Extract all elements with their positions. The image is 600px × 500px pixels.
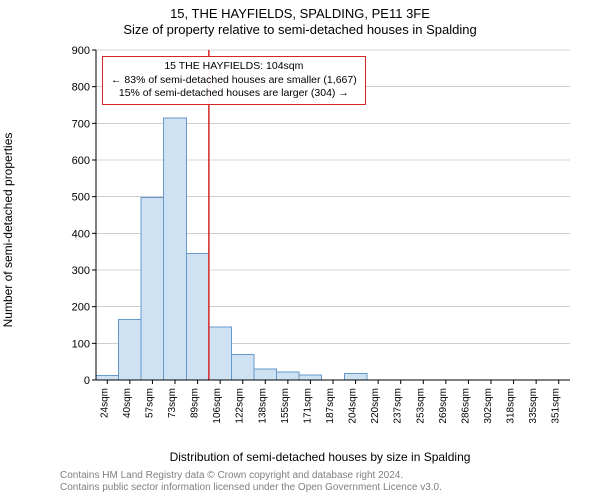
svg-text:351sqm: 351sqm <box>551 388 562 424</box>
histogram-bar <box>299 375 322 380</box>
histogram-bar <box>231 354 254 380</box>
histogram-bar <box>96 376 119 380</box>
callout-box: 15 THE HAYFIELDS: 104sqm ← 83% of semi-d… <box>102 56 366 105</box>
attribution-line-2: Contains public sector information licen… <box>60 482 590 494</box>
svg-text:187sqm: 187sqm <box>325 388 336 424</box>
title-main: 15, THE HAYFIELDS, SPALDING, PE11 3FE <box>0 6 600 22</box>
svg-text:700: 700 <box>72 118 90 130</box>
svg-text:302sqm: 302sqm <box>483 388 494 424</box>
svg-text:800: 800 <box>72 82 90 94</box>
svg-text:269sqm: 269sqm <box>438 388 449 424</box>
svg-text:155sqm: 155sqm <box>280 388 291 424</box>
svg-text:40sqm: 40sqm <box>122 388 133 418</box>
histogram-bar <box>277 372 300 380</box>
svg-text:100: 100 <box>72 338 90 350</box>
svg-text:220sqm: 220sqm <box>370 388 381 424</box>
callout-line-3: 15% of semi-detached houses are larger (… <box>111 87 357 101</box>
svg-text:500: 500 <box>72 192 90 204</box>
svg-text:122sqm: 122sqm <box>235 388 246 424</box>
histogram-bar <box>119 320 142 381</box>
svg-text:900: 900 <box>72 45 90 57</box>
attribution-line-1: Contains HM Land Registry data © Crown c… <box>60 470 590 482</box>
svg-text:138sqm: 138sqm <box>257 388 268 424</box>
svg-text:57sqm: 57sqm <box>144 388 155 418</box>
svg-text:89sqm: 89sqm <box>190 388 201 418</box>
svg-text:106sqm: 106sqm <box>212 388 223 424</box>
svg-text:318sqm: 318sqm <box>506 388 517 424</box>
svg-text:286sqm: 286sqm <box>460 388 471 424</box>
chart-titles: 15, THE HAYFIELDS, SPALDING, PE11 3FE Si… <box>0 0 600 39</box>
svg-text:204sqm: 204sqm <box>348 388 359 424</box>
svg-text:600: 600 <box>72 155 90 167</box>
histogram-bar <box>344 373 367 380</box>
svg-text:73sqm: 73sqm <box>167 388 178 418</box>
svg-text:253sqm: 253sqm <box>415 388 426 424</box>
chart-area: 0 100 200 300 400 500 600 700 800 900 24sqm 40sqm 57… <box>60 42 580 432</box>
x-axis-title: Distribution of semi-detached houses by … <box>60 450 580 464</box>
svg-text:237sqm: 237sqm <box>393 388 404 424</box>
histogram-bar <box>254 369 277 380</box>
svg-text:171sqm: 171sqm <box>302 388 313 424</box>
svg-text:24sqm: 24sqm <box>99 388 110 418</box>
title-sub: Size of property relative to semi-detach… <box>0 22 600 38</box>
histogram-bar <box>141 197 164 380</box>
svg-text:335sqm: 335sqm <box>528 388 539 424</box>
callout-line-2: ← 83% of semi-detached houses are smalle… <box>111 74 357 88</box>
svg-text:0: 0 <box>84 375 90 387</box>
attribution: Contains HM Land Registry data © Crown c… <box>60 470 590 494</box>
y-axis-title: Number of semi-detached properties <box>1 133 15 328</box>
histogram-bar <box>209 327 232 380</box>
svg-text:400: 400 <box>72 228 90 240</box>
callout-line-1: 15 THE HAYFIELDS: 104sqm <box>111 60 357 74</box>
histogram-bar <box>164 118 187 380</box>
histogram-bar <box>186 254 209 381</box>
svg-text:300: 300 <box>72 265 90 277</box>
svg-text:200: 200 <box>72 302 90 314</box>
